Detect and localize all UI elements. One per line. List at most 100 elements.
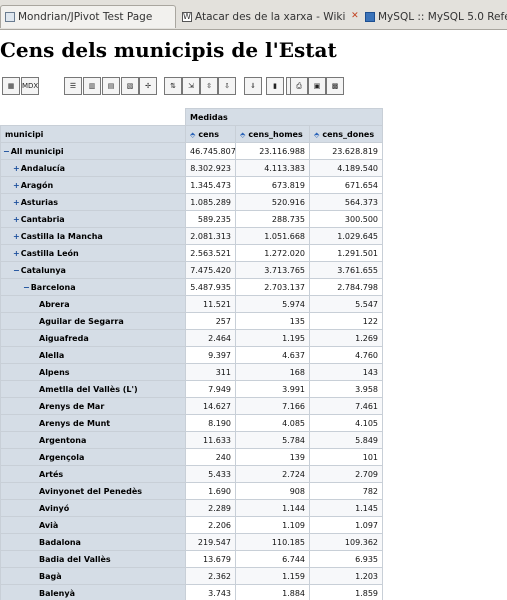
measures-header[interactable]: Medidas: [184, 108, 384, 126]
browser-tab-jpivot[interactable]: Mondrian/JPivot Test Page: [0, 5, 176, 28]
row-label: Arenys de Mar: [39, 401, 105, 411]
browser-tab-wiki[interactable]: W Atacar des de la xarxa - Wiki ✕: [178, 6, 360, 27]
expand-icon[interactable]: +: [13, 231, 20, 241]
collapse-icon[interactable]: −: [3, 146, 10, 156]
column-header-cens[interactable]: ⬘ cens: [185, 125, 236, 143]
show-properties-icon: ▧: [126, 82, 134, 90]
pivot-row: Aiguafreda 2.464 1.195 1.269: [0, 329, 384, 347]
browser-tab-mysql[interactable]: MySQL :: MySQL 5.0 Refere: [361, 6, 507, 27]
row-header[interactable]: −Barcelona: [0, 278, 186, 296]
row-label: Arenys de Munt: [39, 418, 111, 428]
sort-config-button[interactable]: ☰: [64, 77, 82, 95]
tab-label: Atacar des de la xarxa - Wiki: [195, 10, 346, 23]
row-header: Artés: [0, 465, 186, 483]
value-cell: 2.724: [235, 465, 310, 483]
value-cell: 1.085.289: [185, 193, 236, 211]
pivot-row: Argentona 11.633 5.784 5.849: [0, 431, 384, 449]
sort-icon[interactable]: ⬘: [240, 130, 246, 139]
value-cell: 240: [185, 448, 236, 466]
row-header: Badalona: [0, 533, 186, 551]
value-cell: 4.760: [308, 346, 384, 364]
row-header[interactable]: +Castilla León: [0, 244, 186, 262]
column-label: cens: [198, 129, 220, 139]
drill-position-icon: ⇳: [206, 82, 212, 90]
cube-navigator-icon: ▦: [7, 82, 15, 90]
value-cell: 673.819: [235, 176, 310, 194]
drill-replace-button[interactable]: ⇩: [218, 77, 236, 95]
suppress-empty-button[interactable]: ✢: [139, 77, 157, 95]
drill-position-button[interactable]: ⇳: [200, 77, 218, 95]
collapse-icon[interactable]: −: [23, 282, 30, 292]
column-header-cens-homes[interactable]: ⬘ cens_homes: [235, 125, 310, 143]
sort-icon[interactable]: ⬘: [314, 130, 320, 139]
collapse-icon[interactable]: −: [13, 265, 20, 275]
close-tab-icon[interactable]: ✕: [351, 11, 359, 21]
row-label: Barcelona: [30, 282, 76, 292]
value-cell: 6.935: [308, 550, 384, 568]
show-properties-button[interactable]: ▧: [121, 77, 139, 95]
row-header: Abrera: [0, 295, 186, 313]
tab-label: MySQL :: MySQL 5.0 Refere: [378, 10, 507, 23]
cube-navigator-button[interactable]: ▦: [2, 77, 20, 95]
hide-spans-button[interactable]: ▤: [102, 77, 120, 95]
mdx-button[interactable]: MDX: [21, 77, 39, 95]
drill-member-button[interactable]: ⇲: [182, 77, 200, 95]
value-cell: 139: [235, 448, 310, 466]
pivot-row: Alpens 311 168 143: [0, 363, 384, 381]
value-cell: 46.745.807: [185, 142, 236, 160]
row-label: Balenyà: [39, 588, 75, 598]
row-header[interactable]: +Andalucía: [0, 159, 186, 177]
show-chart-button[interactable]: ▮: [266, 77, 284, 95]
suppress-empty-icon: ✢: [145, 82, 151, 90]
value-cell: 1.291.501: [308, 244, 384, 262]
value-cell: 219.547: [185, 533, 236, 551]
expand-icon[interactable]: +: [13, 197, 20, 207]
value-cell: 671.654: [308, 176, 384, 194]
show-parents-button[interactable]: ▥: [83, 77, 101, 95]
row-header[interactable]: +Castilla la Mancha: [0, 227, 186, 245]
value-cell: 4.105: [308, 414, 384, 432]
row-header: Arenys de Mar: [0, 397, 186, 415]
column-label: cens_homes: [248, 129, 303, 139]
pivot-row: Argençola 240 139 101: [0, 448, 384, 466]
sort-icon[interactable]: ⬘: [190, 130, 196, 139]
print-config-button[interactable]: ⎙: [290, 77, 308, 95]
mdx-icon: MDX: [22, 82, 39, 90]
export-excel-button[interactable]: ▩: [326, 77, 344, 95]
row-header: Bagà: [0, 567, 186, 585]
value-cell: 257: [185, 312, 236, 330]
row-dimension-header[interactable]: municipi: [0, 125, 186, 143]
row-header[interactable]: −Catalunya: [0, 261, 186, 279]
swap-axes-button[interactable]: ⇅: [164, 77, 182, 95]
row-header[interactable]: +Aragón: [0, 176, 186, 194]
row-label: Alella: [39, 350, 65, 360]
value-cell: 8.190: [185, 414, 236, 432]
show-chart-icon: ▮: [273, 82, 277, 90]
pivot-row: +Cantabria 589.235 288.735 300.500: [0, 210, 384, 228]
row-header: Alella: [0, 346, 186, 364]
expand-icon[interactable]: +: [13, 214, 20, 224]
row-label: Andalucía: [20, 163, 66, 173]
value-cell: 3.991: [235, 380, 310, 398]
row-header: Avinyonet del Penedès: [0, 482, 186, 500]
value-cell: 1.159: [235, 567, 310, 585]
row-header[interactable]: −All municipi: [0, 142, 186, 160]
row-label: Asturias: [20, 197, 59, 207]
print-pdf-button[interactable]: ▣: [308, 77, 326, 95]
row-header[interactable]: +Asturias: [0, 193, 186, 211]
page-icon: [5, 12, 15, 22]
value-cell: 122: [308, 312, 384, 330]
page-title: Cens dels municipis de l'Estat: [0, 38, 337, 62]
value-cell: 23.628.819: [308, 142, 384, 160]
drill-through-button[interactable]: ⇓: [244, 77, 262, 95]
expand-icon[interactable]: +: [13, 163, 20, 173]
expand-icon[interactable]: +: [13, 180, 20, 190]
pivot-row: +Aragón 1.345.473 673.819 671.654: [0, 176, 384, 194]
row-header[interactable]: +Cantabria: [0, 210, 186, 228]
pivot-row: +Castilla León 2.563.521 1.272.020 1.291.50…: [0, 244, 384, 262]
column-header-cens-dones[interactable]: ⬘ cens_dones: [308, 125, 384, 143]
browser-tab-bar: Mondrian/JPivot Test Page W Atacar des d…: [0, 0, 507, 30]
expand-icon[interactable]: +: [13, 248, 20, 258]
pivot-row: Balenyà 3.743 1.884 1.859: [0, 584, 384, 600]
row-label: Argençola: [39, 452, 85, 462]
